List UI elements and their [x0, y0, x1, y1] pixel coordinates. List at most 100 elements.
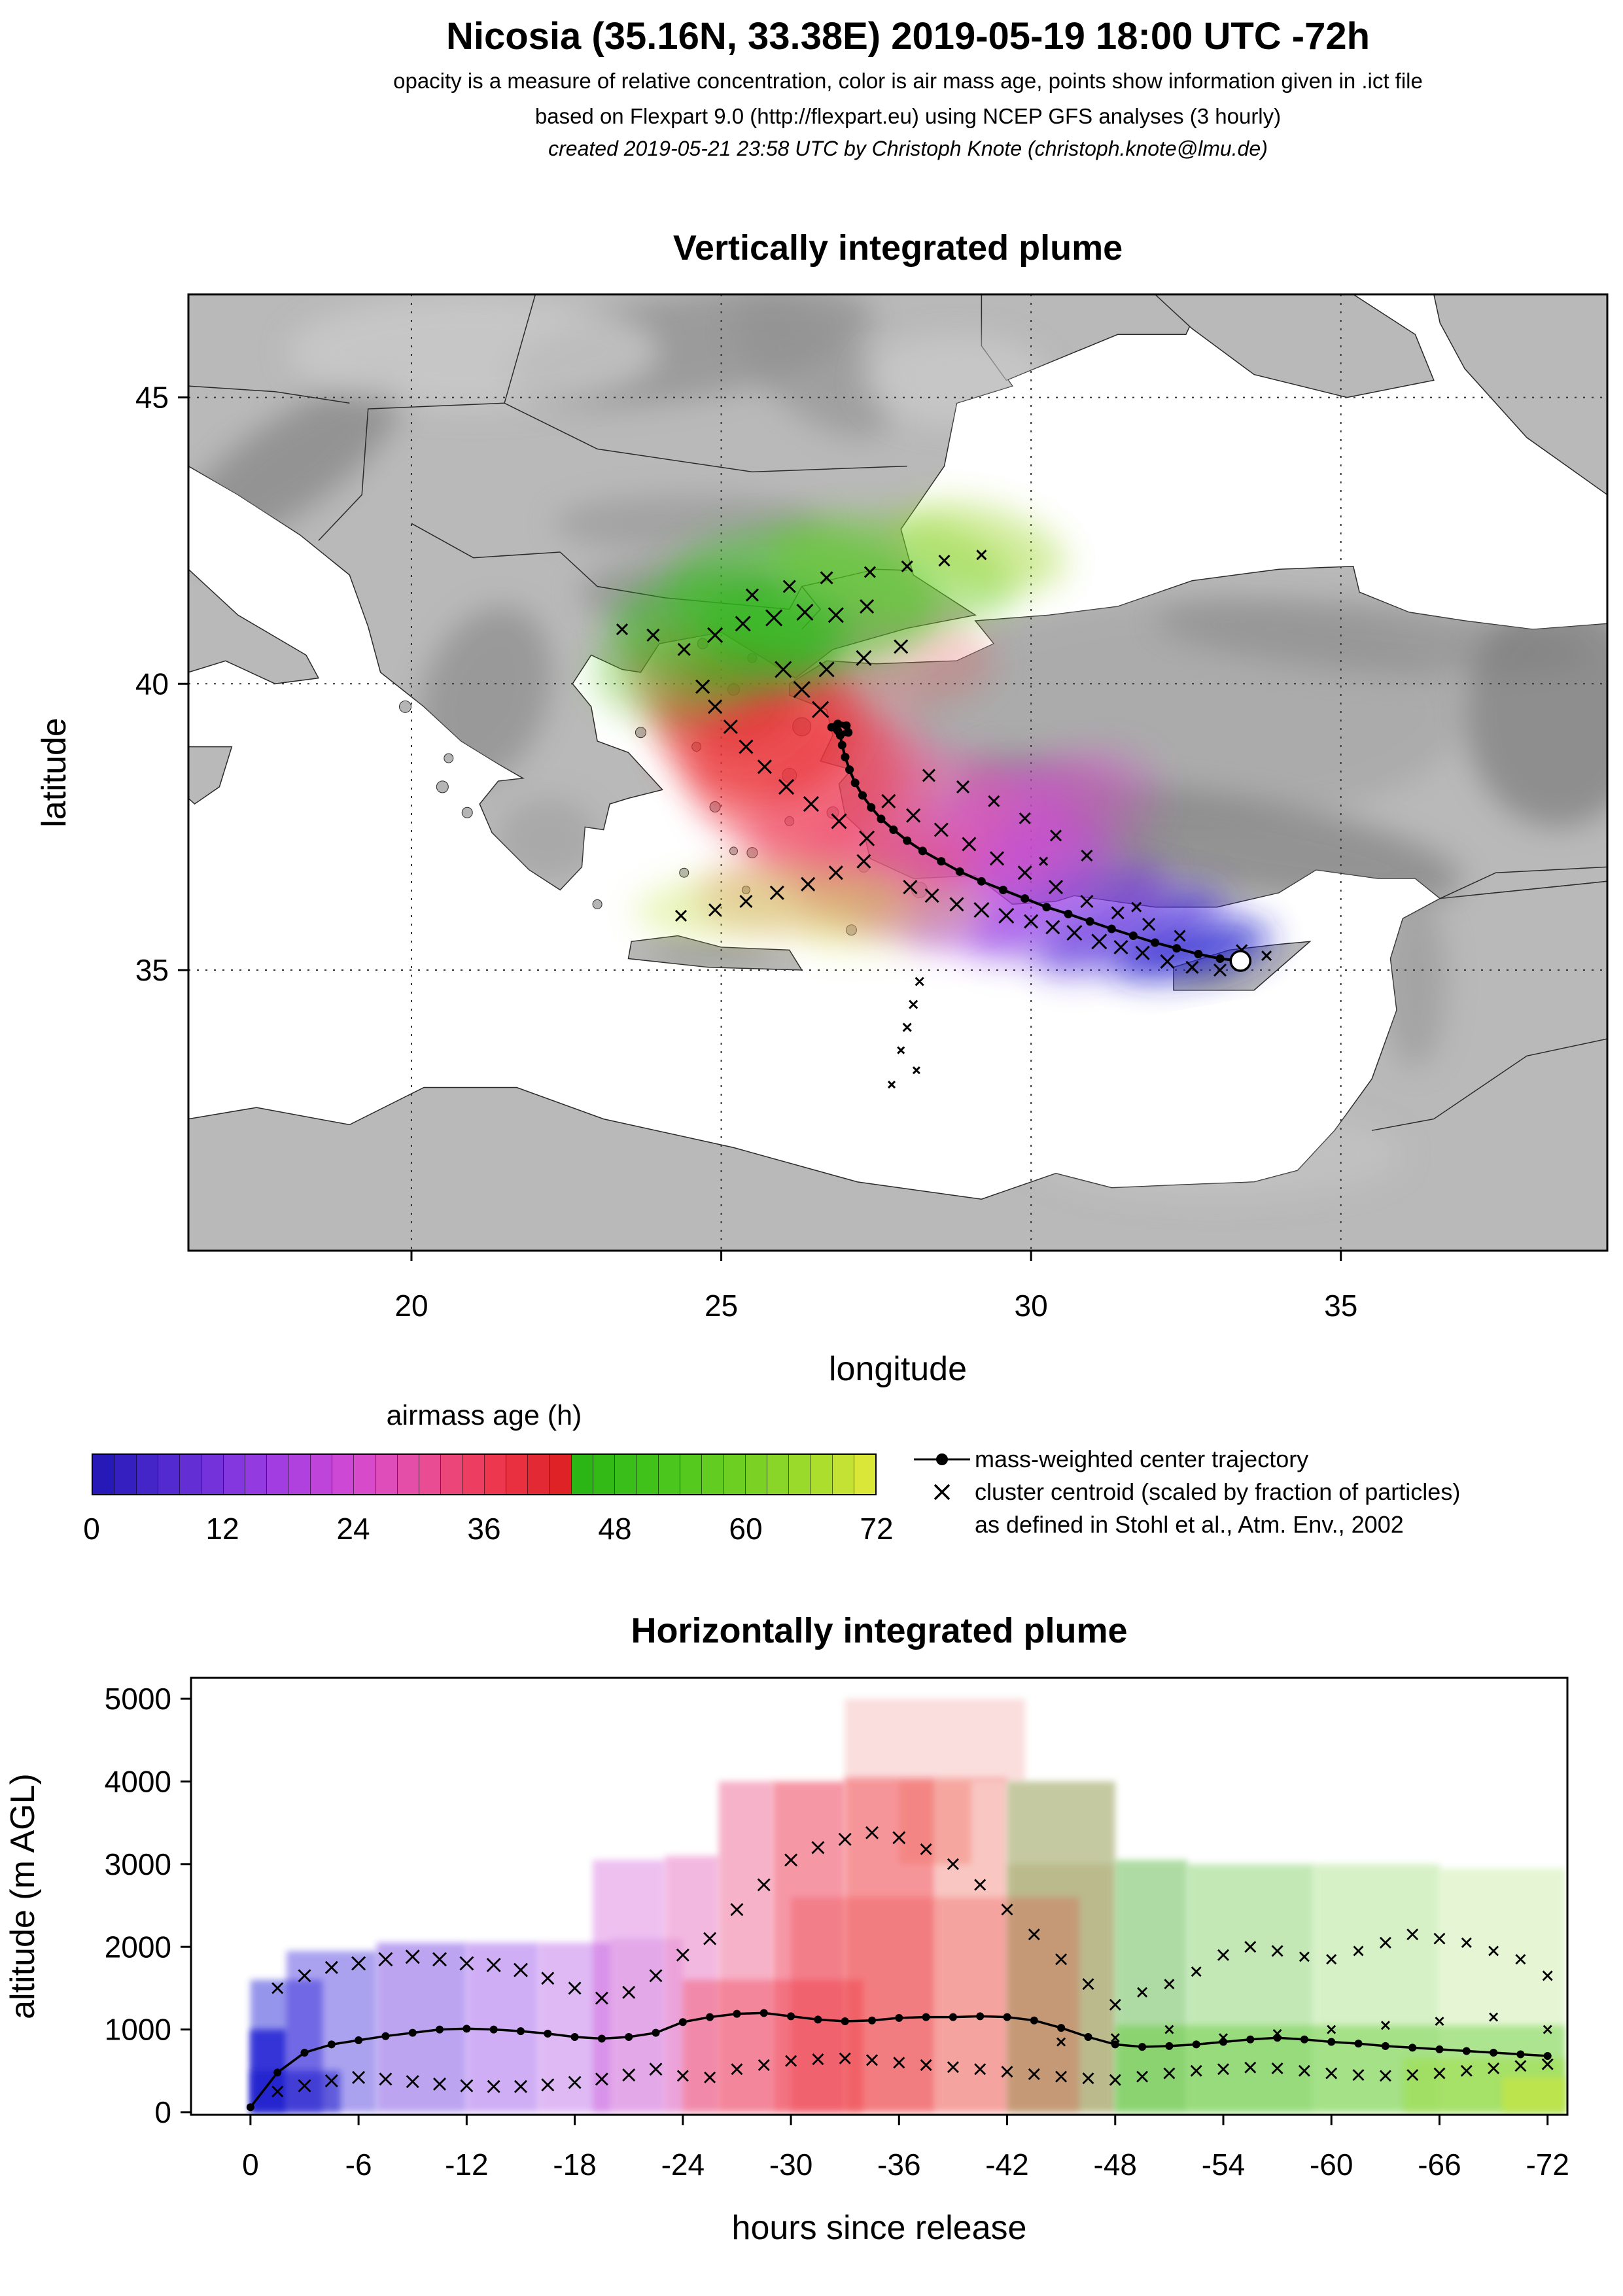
colorbar-segment [93, 1455, 115, 1494]
profile-y-tick-label: 2000 [105, 1930, 171, 1964]
colorbar-segment [484, 1455, 506, 1494]
landmass-caucasus [1433, 294, 1607, 496]
colorbar-segment [201, 1455, 224, 1494]
colorbar-segment [288, 1455, 311, 1494]
colorbar-tick-label: 12 [205, 1512, 239, 1546]
colorbar-segment [615, 1455, 637, 1494]
x-marker-icon [909, 1482, 975, 1502]
island [399, 700, 412, 713]
profile-y-tick-label: 1000 [105, 2013, 171, 2047]
colorbar-tick-label: 72 [860, 1512, 894, 1546]
colorbar-segment [528, 1455, 550, 1494]
map-x-tick-label: 25 [705, 1289, 738, 1323]
colorbar-title: airmass age (h) [386, 1400, 582, 1431]
map-plot-area [188, 294, 1607, 1251]
colorbar-segment [114, 1455, 137, 1494]
colorbar-segment [158, 1455, 180, 1494]
legend-label-trajectory: mass-weighted center trajectory [975, 1446, 1309, 1472]
colorbar-segment [550, 1455, 572, 1494]
legend-label-centroid: cluster centroid (scaled by fraction of … [975, 1478, 1461, 1505]
profile-x-tick-label: -12 [445, 2148, 488, 2182]
map-axes: 20 25 30 35 35 40 45 longitude latitude [35, 381, 1357, 1388]
map-x-tick-label: 35 [1324, 1289, 1357, 1323]
map-y-axis-label: latitude [35, 718, 73, 827]
island [461, 807, 473, 818]
legend-label-reference: as defined in Stohl et al., Atm. Env., 2… [975, 1511, 1404, 1538]
colorbar-segment [658, 1455, 680, 1494]
colorbar-segment [223, 1455, 245, 1494]
profile-x-tick-label: -24 [661, 2148, 705, 2182]
legend-row-trajectory: mass-weighted center trajectory [909, 1443, 1596, 1476]
colorbar-segment [680, 1455, 702, 1494]
colorbar-segment [375, 1455, 398, 1494]
profile-y-axis-label: altitude (m AGL) [4, 1773, 42, 2019]
map-y-tick-label: 40 [135, 667, 169, 701]
colorbar-segment [593, 1455, 615, 1494]
colorbar-segment [354, 1455, 376, 1494]
colorbar-segment [702, 1455, 724, 1494]
colorbar-segment [571, 1455, 593, 1494]
map-y-tick-label: 35 [135, 953, 169, 987]
profile-x-tick-label: 0 [242, 2148, 259, 2182]
colorbar-segment [724, 1455, 746, 1494]
colorbar-tick-label: 48 [598, 1512, 632, 1546]
subtitle-line-2: based on Flexpart 9.0 (http://flexpart.e… [534, 104, 1282, 128]
profile-plot-border [190, 1677, 1569, 2116]
colorbar-segment [419, 1455, 441, 1494]
colorbar-tick-label: 36 [467, 1512, 501, 1546]
landmass-toe [188, 746, 233, 805]
figure-header: Nicosia (35.16N, 33.38E) 2019-05-19 18:0… [193, 14, 1623, 161]
colorbar-tick-label: 60 [729, 1512, 763, 1546]
profile-x-tick-label: -66 [1418, 2148, 1461, 2182]
trajectory-line-dot-icon [909, 1451, 975, 1468]
island [436, 780, 449, 793]
map-chart-svg: 20 25 30 35 35 40 45 longitude latitude [35, 293, 1609, 1388]
profile-y-tick-label: 3000 [105, 1847, 171, 1881]
colorbar-segment [332, 1455, 354, 1494]
release-point-marker [1229, 950, 1252, 972]
cluster-centroid-markers [616, 549, 1272, 1089]
colorbar-segment [767, 1455, 789, 1494]
profile-x-tick-label: -6 [345, 2148, 372, 2182]
trajectory-dots [827, 720, 1225, 964]
profile-x-tick-label: -36 [877, 2148, 920, 2182]
colorbar-tick-labels: 0 12 24 36 48 60 72 [83, 1511, 893, 1548]
map-chart-title: Vertically integrated plume [672, 228, 1123, 268]
map-plot-border [187, 293, 1609, 1252]
island [679, 867, 689, 878]
profile-y-tick-label: 5000 [105, 1682, 171, 1716]
profile-chart-svg: 0 -6 -12 -18 -24 -30 -36 -42 -48 -54 -60 -66 -72 0 100… [4, 1677, 1569, 2247]
colorbar-segment [267, 1455, 289, 1494]
plot-legend: mass-weighted center trajectory cluster … [909, 1443, 1596, 1541]
island [635, 727, 646, 739]
legend-row-reference: as defined in Stohl et al., Atm. Env., 2… [909, 1508, 1596, 1541]
colorbar-segment [854, 1455, 875, 1494]
profile-x-tick-label: -72 [1526, 2148, 1569, 2182]
created-line: created 2019-05-21 23:58 UTC by Christop… [548, 137, 1268, 160]
island [592, 899, 602, 909]
profile-x-axis-label: hours since release [732, 2209, 1027, 2247]
colorbar-tick-label: 24 [336, 1512, 370, 1546]
map-x-tick-label: 20 [394, 1289, 428, 1323]
profile-axes: 0 -6 -12 -18 -24 -30 -36 -42 -48 -54 -60 -66 -72 0 100… [4, 1682, 1569, 2247]
landmass-heel [188, 568, 320, 685]
colorbar-segment [637, 1455, 659, 1494]
profile-trajectory-dots [246, 2009, 1552, 2112]
map-x-tick-label: 30 [1015, 1289, 1048, 1323]
profile-x-tick-label: -18 [553, 2148, 596, 2182]
colorbar-segment [245, 1455, 267, 1494]
plume-age-shading [591, 501, 1272, 979]
colorbar-segment [310, 1455, 332, 1494]
page-title: Nicosia (35.16N, 33.38E) 2019-05-19 18:0… [445, 15, 1370, 58]
colorbar-tick-label: 0 [83, 1512, 100, 1546]
colorbar-segment [441, 1455, 463, 1494]
colorbar-segment [506, 1455, 528, 1494]
colorbar-segment [811, 1455, 833, 1494]
colorbar-segment [745, 1455, 767, 1494]
landmass-crimea [1154, 294, 1435, 398]
profile-y-tick-label: 0 [154, 2095, 171, 2129]
profile-x-tick-label: -60 [1310, 2148, 1353, 2182]
profile-x-tick-label: -48 [1094, 2148, 1137, 2182]
profile-cluster-centroid-markers [271, 1826, 1554, 2098]
profile-x-tick-label: -30 [769, 2148, 812, 2182]
